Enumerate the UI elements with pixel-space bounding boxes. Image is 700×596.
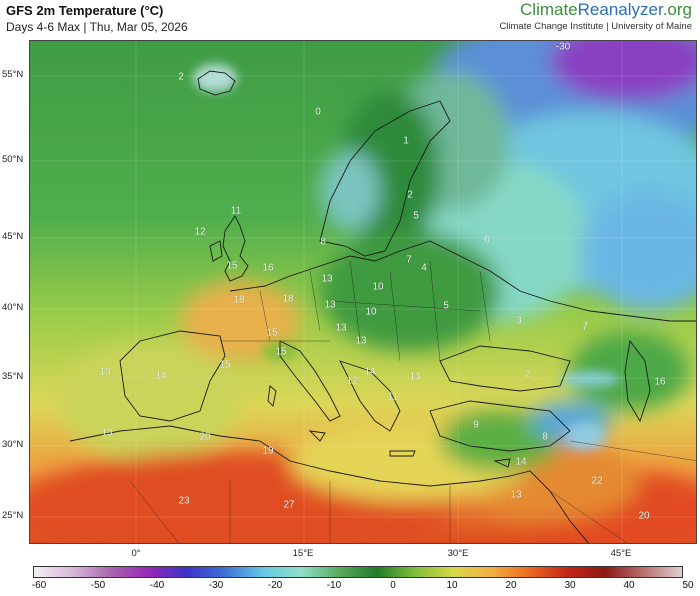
lat-label: 30°N (2, 439, 24, 450)
map-value-label: 2 (178, 71, 184, 83)
lon-label: 0° (131, 548, 141, 559)
map-value-label: 13 (99, 366, 111, 378)
map-value-label: 13 (324, 299, 336, 311)
colorbar-tick-label: -20 (267, 580, 283, 591)
lat-label: 25°N (2, 510, 24, 521)
map-value-label: 27 (283, 499, 295, 511)
colorbar-tick-label: 20 (505, 580, 517, 591)
map-value-label: 14 (155, 370, 167, 382)
chart-title: GFS 2m Temperature (°C) (6, 3, 164, 18)
map-value-label: 5 (443, 300, 449, 312)
lat-label: 45°N (2, 231, 24, 242)
map-value-label: 13 (409, 371, 421, 383)
map-value-label: 15 (266, 327, 278, 339)
chart-subtitle: Days 4-6 Max | Thu, Mar 05, 2026 (6, 20, 188, 34)
map-value-label: 11 (230, 205, 242, 217)
colorbar-tick-label: -30 (208, 580, 224, 591)
colorbar-tick-label: 10 (446, 580, 458, 591)
colorbar-tick-label: -40 (149, 580, 165, 591)
colorbar-tick-label: 40 (623, 580, 635, 591)
map-value-label: -30 (555, 41, 571, 53)
map-value-label: 20 (199, 431, 211, 443)
colorbar (33, 566, 683, 578)
map-value-label: 9 (473, 419, 479, 431)
map-value-label: 7 (582, 321, 588, 333)
map-value-label: 8 (320, 236, 326, 248)
map-value-label: 10 (372, 281, 384, 293)
map-value-label: 16 (262, 262, 274, 274)
map-value-label: 16 (654, 376, 666, 388)
brand-part2: Reanalyzer (577, 0, 663, 19)
lon-label: 15°E (292, 548, 314, 559)
lat-label: 50°N (2, 154, 24, 165)
header: GFS 2m Temperature (°C) Days 4-6 Max | T… (0, 0, 700, 40)
map-value-label: 22 (591, 475, 603, 487)
map-value-label: 11 (387, 391, 399, 403)
map-value-label: 13 (101, 427, 113, 439)
lat-label: 35°N (2, 371, 24, 382)
map-value-label: 13 (321, 273, 333, 285)
map-value-label: 13 (510, 489, 522, 501)
country-borders (129, 260, 696, 543)
colorbar-tick-label: 0 (390, 580, 396, 591)
map-value-label: 18 (233, 294, 245, 306)
lon-label: 45°E (610, 548, 632, 559)
colorbar-tick-label: -10 (326, 580, 342, 591)
map-value-label: 13 (355, 335, 367, 347)
coastlines (69, 70, 696, 543)
brand-part3: .org (662, 0, 692, 19)
map-value-label: 5 (413, 210, 419, 222)
map-value-label: 4 (421, 262, 427, 274)
brand-logo[interactable]: ClimateReanalyzer.org (520, 0, 692, 20)
map-value-label: 14 (364, 366, 376, 378)
map-value-label: 23 (178, 495, 190, 507)
lon-label: 30°E (447, 548, 469, 559)
temperature-field (30, 41, 696, 543)
temperature-map (29, 40, 697, 544)
brand-subtitle: Climate Change Institute | University of… (499, 21, 692, 32)
map-value-label: 14 (515, 456, 527, 468)
map-value-label: 0 (315, 106, 321, 118)
map-value-label: 15 (219, 359, 231, 371)
lat-label: 55°N (2, 69, 24, 80)
brand-part1: Climate (520, 0, 578, 19)
map-value-label: 12 (194, 226, 206, 238)
colorbar-tick-label: -50 (90, 580, 106, 591)
colorbar-tick-label: 30 (564, 580, 576, 591)
map-value-label: 2 (525, 368, 531, 380)
map-value-label: 7 (406, 254, 412, 266)
map-value-label: 10 (365, 306, 377, 318)
map-value-label: 18 (282, 293, 294, 305)
map-value-label: 19 (262, 445, 274, 457)
map-value-label: 20 (638, 510, 650, 522)
map-value-label: 3 (516, 315, 522, 327)
graticule (30, 41, 696, 543)
map-value-label: 1 (403, 135, 409, 147)
colorbar-tick-label: 50 (682, 580, 694, 591)
map-value-label: 0 (484, 234, 490, 246)
map-value-label: 2 (407, 189, 413, 201)
map-svg (30, 41, 696, 543)
lat-label: 40°N (2, 302, 24, 313)
map-value-label: 15 (226, 260, 238, 272)
map-value-label: 8 (542, 431, 548, 443)
map-value-label: 15 (275, 346, 287, 358)
map-value-label: 12 (346, 375, 358, 387)
colorbar-tick-label: -60 (31, 580, 47, 591)
map-value-label: 13 (335, 322, 347, 334)
